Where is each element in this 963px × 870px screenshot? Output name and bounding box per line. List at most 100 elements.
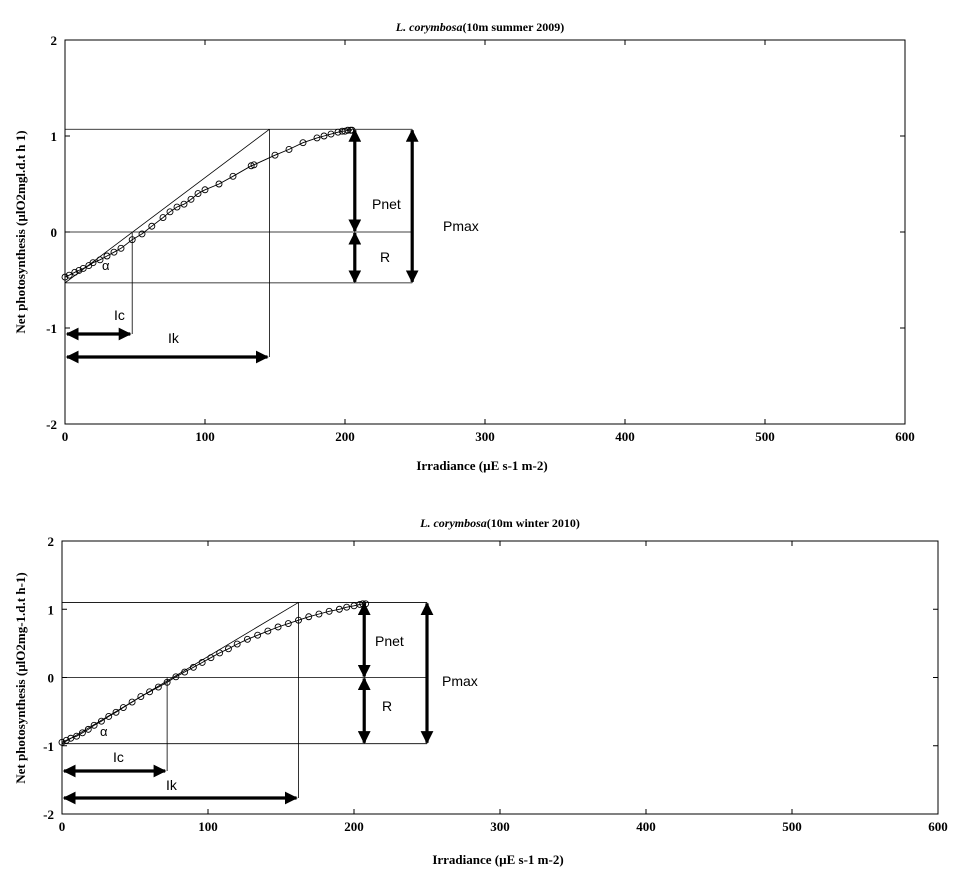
data-point (299, 139, 307, 147)
y-tick-label: -2 (43, 807, 54, 822)
alpha-label: α (100, 724, 108, 739)
alpha-slope-line (64, 128, 270, 284)
data-point (172, 673, 180, 681)
y-tick-label: 1 (48, 602, 55, 617)
data-point (216, 649, 224, 657)
ic-label: Ic (114, 307, 125, 323)
data-point (181, 668, 189, 676)
chart-title: L. corymbosa(10m summer 2009) (395, 20, 564, 34)
data-point (58, 738, 66, 746)
data-point (264, 627, 272, 635)
data-point (117, 244, 125, 252)
y-tick-label: 1 (51, 129, 58, 144)
data-point (154, 683, 162, 691)
data-point (325, 607, 333, 615)
x-tick-label: 600 (895, 429, 915, 444)
data-point (334, 128, 342, 136)
pnet-label: Pnet (375, 633, 404, 649)
data-point (84, 725, 92, 733)
x-tick-label: 300 (490, 819, 510, 834)
data-point (189, 663, 197, 671)
data-point (229, 172, 237, 180)
data-point (247, 162, 255, 170)
y-axis-label: Net photosynthesis (µlO2mgl.d.t h 1) (13, 130, 28, 333)
data-point (274, 623, 282, 631)
data-point (198, 659, 206, 666)
data-point (73, 732, 81, 740)
pmax-label: Pmax (442, 673, 478, 689)
data-point (138, 230, 146, 238)
data-point (250, 161, 258, 169)
data-point (137, 693, 145, 701)
y-axis-label: Net photosynthesis (µlO2mg-1.d.t h-1) (13, 572, 28, 784)
data-point (89, 259, 97, 267)
data-point (215, 180, 223, 188)
data-point (75, 266, 83, 274)
data-point (128, 698, 136, 706)
data-point (305, 613, 313, 621)
data-point (97, 717, 105, 725)
x-axis-label: Irradiance (µE s-1 m-2) (416, 458, 547, 473)
chart-title: L. corymbosa(10m winter 2010) (419, 516, 580, 530)
data-point (146, 688, 154, 696)
data-point (71, 268, 79, 276)
y-tick-label: 0 (51, 225, 58, 240)
data-point (90, 721, 98, 729)
data-point (313, 134, 321, 142)
x-tick-label: 100 (198, 819, 218, 834)
data-point (65, 271, 73, 279)
fitted-curve (64, 129, 352, 278)
x-tick-label: 0 (62, 429, 69, 444)
data-point (343, 603, 351, 611)
ic-label: Ic (113, 749, 124, 765)
data-point (285, 145, 293, 153)
data-point (180, 200, 188, 208)
x-tick-label: 0 (59, 819, 66, 834)
fitted-curve (61, 603, 366, 743)
x-tick-label: 600 (928, 819, 948, 834)
pnet-label: Pnet (372, 196, 401, 212)
data-point (295, 616, 302, 624)
y-tick-label: 0 (48, 671, 55, 686)
data-point (315, 610, 323, 618)
data-point (233, 640, 241, 648)
data-point (320, 132, 328, 140)
data-point (327, 130, 335, 138)
data-point (173, 203, 181, 211)
data-point (254, 631, 262, 639)
data-point (67, 734, 75, 742)
data-point (271, 151, 279, 159)
ik-label: Ik (168, 330, 180, 346)
data-point (148, 222, 156, 230)
x-tick-label: 100 (195, 429, 215, 444)
data-point (112, 708, 120, 716)
r-label: R (380, 249, 390, 265)
data-point (105, 712, 113, 720)
x-tick-label: 400 (636, 819, 656, 834)
x-tick-label: 200 (344, 819, 364, 834)
data-point (194, 190, 202, 198)
data-point (207, 654, 215, 662)
data-point (159, 214, 167, 222)
x-tick-label: 200 (335, 429, 355, 444)
data-point (78, 729, 86, 737)
y-tick-label: -1 (43, 739, 54, 754)
pmax-label: Pmax (443, 218, 479, 234)
data-point (201, 186, 209, 194)
x-tick-label: 400 (615, 429, 635, 444)
data-point (224, 645, 232, 653)
alpha-label: α (102, 258, 110, 273)
data-point (110, 248, 118, 256)
data-point (128, 236, 136, 244)
y-tick-label: -1 (46, 321, 57, 336)
r-label: R (382, 698, 392, 714)
data-point (166, 208, 174, 216)
data-point (284, 620, 292, 628)
x-axis-label: Irradiance (µE s-1 m-2) (432, 852, 563, 867)
data-point (187, 195, 195, 203)
y-tick-label: 2 (51, 33, 58, 48)
x-tick-label: 500 (755, 429, 775, 444)
data-point (96, 256, 104, 264)
data-point (243, 635, 251, 643)
